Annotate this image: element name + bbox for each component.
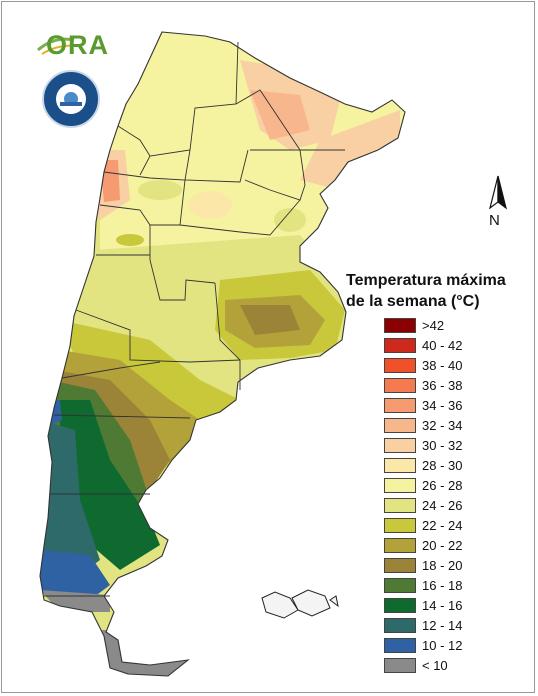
leaf-swoosh-icon [37, 37, 79, 55]
legend-item: 28 - 30 [384, 456, 514, 476]
legend-label: 12 - 14 [422, 618, 463, 633]
legend-swatch [384, 398, 416, 413]
legend-swatch [384, 658, 416, 673]
legend-item: 34 - 36 [384, 396, 514, 416]
legend-item: 10 - 12 [384, 636, 514, 656]
smn-seal-logo [42, 70, 100, 128]
ora-logo-text: ORA [46, 30, 109, 60]
legend-label: 40 - 42 [422, 338, 463, 353]
legend-swatch [384, 538, 416, 553]
legend-swatch [384, 498, 416, 513]
legend-label: 36 - 38 [422, 378, 463, 393]
legend-swatch [384, 638, 416, 653]
legend-item: 32 - 34 [384, 416, 514, 436]
legend-item: 22 - 24 [384, 516, 514, 536]
legend-label: 10 - 12 [422, 638, 463, 653]
legend-swatch [384, 518, 416, 533]
legend-item: 38 - 40 [384, 356, 514, 376]
legend-swatch [384, 478, 416, 493]
legend-label: 14 - 16 [422, 598, 463, 613]
legend-label: 26 - 28 [422, 478, 463, 493]
legend-item: < 10 [384, 656, 514, 676]
ora-logo: ORA [34, 30, 109, 60]
north-arrow-icon [489, 175, 507, 210]
legend-item: 14 - 16 [384, 596, 514, 616]
legend-item: 20 - 22 [384, 536, 514, 556]
legend-title-line2: de la semana (°C) [346, 293, 480, 310]
legend-title: Temperatura máxima de la semana (°C) [346, 270, 506, 312]
seal-center [56, 84, 86, 114]
legend-swatch [384, 438, 416, 453]
legend-label: < 10 [422, 658, 448, 673]
legend-label: 24 - 26 [422, 498, 463, 513]
legend-item: 40 - 42 [384, 336, 514, 356]
legend-swatch [384, 378, 416, 393]
legend-swatch [384, 338, 416, 353]
legend-label: 34 - 36 [422, 398, 463, 413]
legend-item: 26 - 28 [384, 476, 514, 496]
legend-label: 38 - 40 [422, 358, 463, 373]
legend-label: 32 - 34 [422, 418, 463, 433]
legend-label: 20 - 22 [422, 538, 463, 553]
legend-item: 36 - 38 [384, 376, 514, 396]
legend-label: 18 - 20 [422, 558, 463, 573]
legend-swatch [384, 558, 416, 573]
legend-swatch [384, 318, 416, 333]
legend-label: 28 - 30 [422, 458, 463, 473]
sun-icon [60, 92, 82, 106]
legend-swatch [384, 578, 416, 593]
legend-swatch [384, 358, 416, 373]
legend-item: >42 [384, 316, 514, 336]
legend-swatch [384, 418, 416, 433]
legend-swatch [384, 458, 416, 473]
legend-title-line1: Temperatura máxima [346, 272, 506, 289]
north-label: N [489, 212, 500, 229]
legend-item: 12 - 14 [384, 616, 514, 636]
legend-item: 18 - 20 [384, 556, 514, 576]
legend-label: 16 - 18 [422, 578, 463, 593]
legend-label: 22 - 24 [422, 518, 463, 533]
legend-item: 30 - 32 [384, 436, 514, 456]
legend-label: 30 - 32 [422, 438, 463, 453]
legend-item: 16 - 18 [384, 576, 514, 596]
legend-label: >42 [422, 318, 445, 333]
legend-swatch [384, 618, 416, 633]
legend-swatch [384, 598, 416, 613]
legend-item: 24 - 26 [384, 496, 514, 516]
